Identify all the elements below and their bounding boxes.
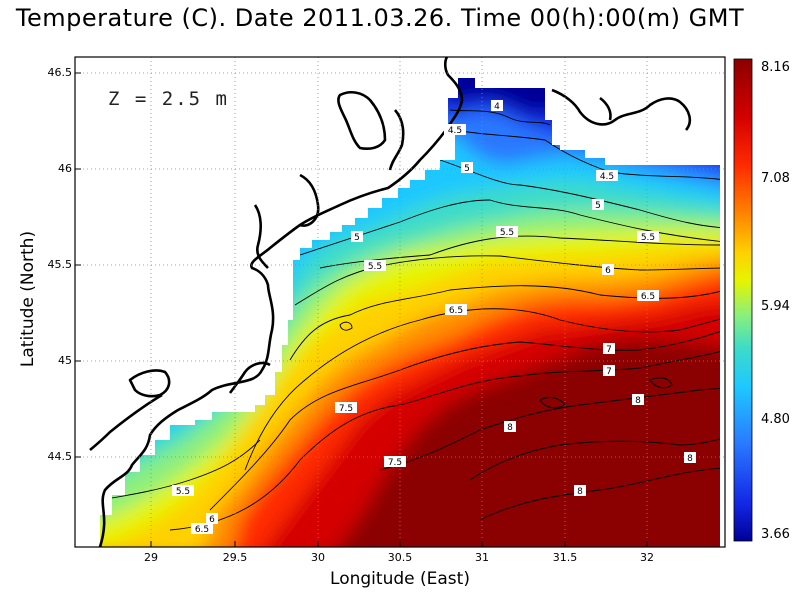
colorbar-tick-label: 7.08 (761, 171, 790, 186)
colorbar-tick-label: 3.66 (761, 527, 790, 542)
contour-label: 8 (574, 485, 586, 497)
lat-tick-label: 46 (58, 162, 72, 175)
contour-label: 4.5 (596, 170, 618, 182)
svg-text:6.5: 6.5 (641, 292, 655, 302)
lon-tick-label: 30.5 (387, 551, 413, 564)
contour-label: 7 (603, 365, 615, 377)
axis-ticks (75, 72, 648, 547)
svg-text:7: 7 (606, 367, 612, 377)
svg-text:8: 8 (507, 423, 513, 433)
svg-text:5.5: 5.5 (176, 487, 190, 497)
svg-text:4: 4 (494, 102, 500, 112)
y-axis-title: Latitude (North) (18, 230, 38, 368)
contour-label: 4.5 (444, 124, 466, 136)
contour-label: 6.5 (445, 304, 467, 316)
x-axis-title: Longitude (East) (330, 569, 470, 589)
lat-tick-label: 46.5 (47, 66, 73, 79)
contour-label: 5.5 (172, 485, 194, 497)
contour-label: 6 (206, 513, 218, 525)
lon-tick-label: 30 (311, 551, 325, 564)
figure-title: Temperature (C). Date 2011.03.26. Time 0… (15, 4, 745, 32)
contour-lines (100, 109, 720, 531)
contour-label: 5.5 (364, 260, 386, 272)
contour-label: 4 (491, 100, 503, 112)
contour-label: 7.5 (384, 456, 406, 468)
svg-text:6.5: 6.5 (195, 525, 209, 535)
lon-tick-label: 31.5 (552, 551, 578, 564)
contour-label: 6 (602, 264, 614, 276)
contour-label: 5.5 (496, 226, 518, 238)
svg-text:6: 6 (209, 515, 215, 525)
svg-text:5: 5 (595, 201, 601, 211)
contour-label: 5 (461, 162, 473, 174)
lon-tick-label: 29.5 (222, 551, 248, 564)
depth-label: Z = 2.5 m (108, 88, 229, 110)
svg-text:8: 8 (687, 454, 693, 464)
svg-text:5.5: 5.5 (641, 233, 655, 243)
contour-label: 5.5 (637, 231, 659, 243)
svg-text:7.5: 7.5 (339, 404, 353, 414)
contour-label: 7.5 (335, 402, 357, 414)
colorbar-tick-label: 8.16 (761, 60, 790, 75)
lon-tick-label: 29 (144, 551, 158, 564)
svg-text:7: 7 (606, 345, 612, 355)
contour-label: 8 (684, 452, 696, 464)
contour-label: 5 (592, 199, 604, 211)
svg-text:5.5: 5.5 (368, 262, 382, 272)
svg-text:5: 5 (464, 164, 470, 174)
lat-tick-label: 44.5 (47, 450, 73, 463)
svg-text:6: 6 (605, 266, 611, 276)
lat-tick-label: 45 (58, 354, 72, 367)
svg-text:5.5: 5.5 (500, 228, 514, 238)
lon-tick-label: 32 (640, 551, 654, 564)
colorbar (733, 58, 753, 542)
lat-tick-label: 45.5 (47, 258, 73, 271)
svg-text:8: 8 (577, 487, 583, 497)
lon-tick-label: 31 (475, 551, 489, 564)
contour-label: 5 (351, 231, 363, 243)
contour-label: 6.5 (637, 290, 659, 302)
contour-label: 7 (603, 343, 615, 355)
svg-text:4.5: 4.5 (448, 126, 462, 136)
colorbar-tick-label: 5.94 (761, 299, 790, 314)
svg-text:8: 8 (635, 396, 641, 406)
colorbar-tick-label: 4.80 (761, 412, 790, 427)
svg-text:6.5: 6.5 (449, 306, 463, 316)
svg-text:4.5: 4.5 (600, 172, 614, 182)
contour-label: 8 (504, 421, 516, 433)
svg-text:7.5: 7.5 (388, 458, 402, 468)
svg-text:5: 5 (354, 233, 360, 243)
contour-label: 6.5 (191, 523, 213, 535)
contour-label: 8 (632, 394, 644, 406)
